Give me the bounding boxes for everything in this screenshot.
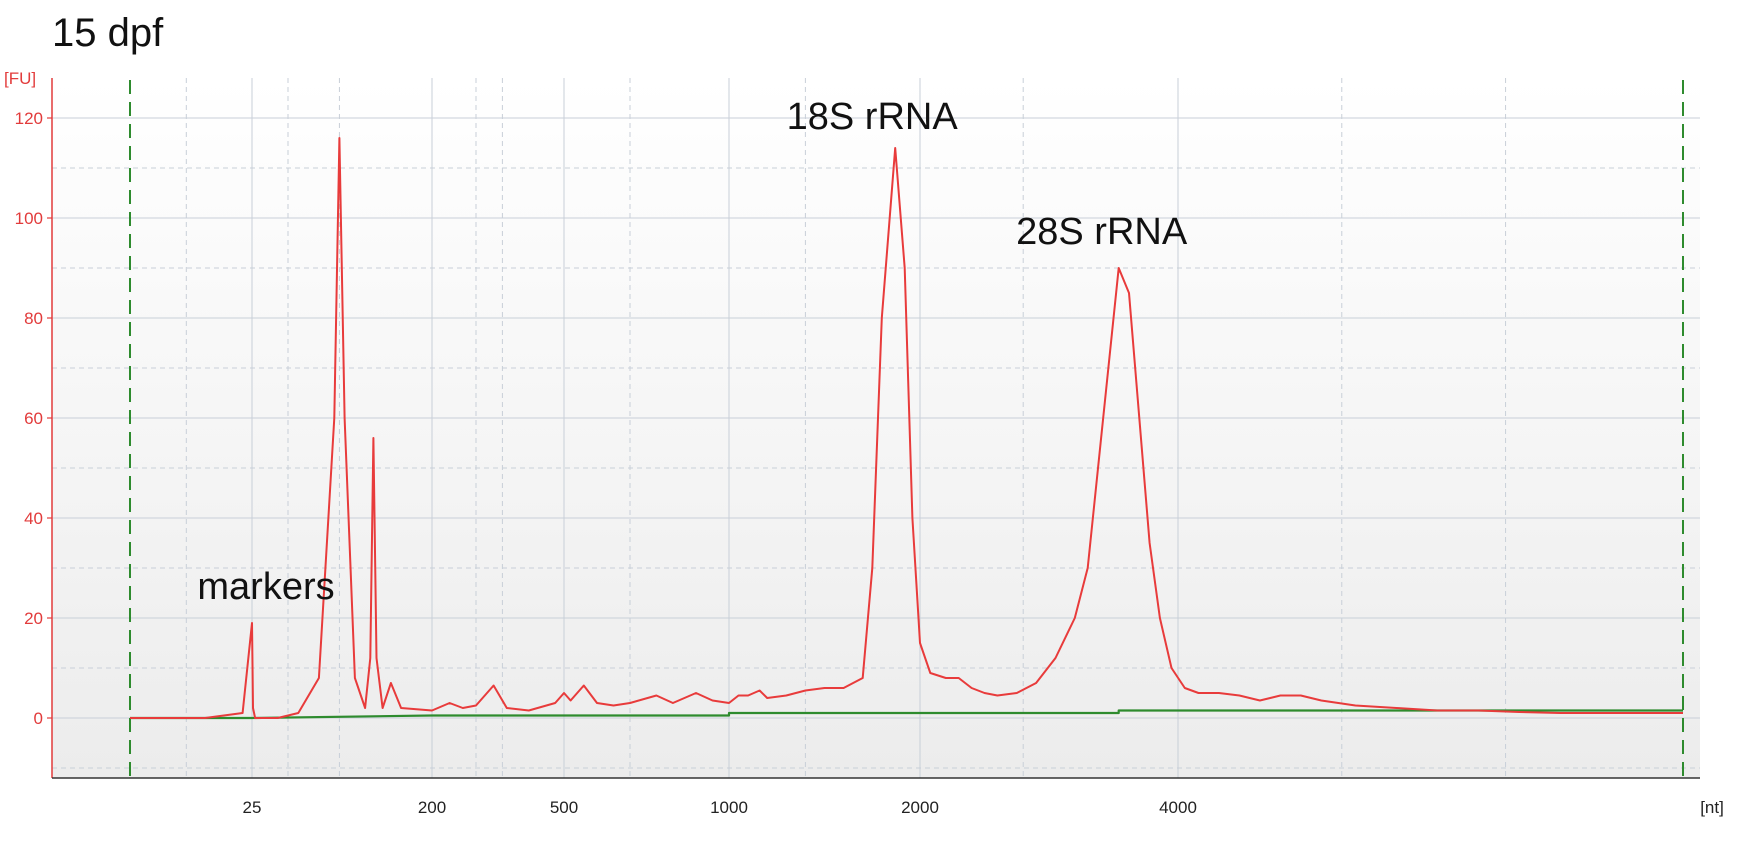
chart-title: 15 dpf (52, 11, 164, 55)
x-tick-label: 500 (550, 798, 578, 817)
peak-annotation: markers (197, 566, 334, 608)
y-tick-label: 20 (24, 609, 43, 628)
plot-background (52, 78, 1700, 778)
peak-annotation: 18S rRNA (787, 96, 959, 138)
x-tick-label: 200 (418, 798, 446, 817)
x-tick-label: 4000 (1159, 798, 1197, 817)
y-tick-label: 100 (15, 209, 43, 228)
plot-area: 0 20 40 60 80 100 120 [FU] 25 200 500 1000 2000 4000 [… (4, 69, 1724, 817)
y-tick-label: 0 (34, 709, 43, 728)
x-tick-label: 1000 (710, 798, 748, 817)
trace-line-red (130, 137, 1683, 719)
y-tick-label: 40 (24, 509, 43, 528)
peak-annotation: 28S rRNA (1016, 211, 1188, 253)
x-axis-unit-label: [nt] (1700, 798, 1724, 817)
y-tick-label: 60 (24, 409, 43, 428)
y-tick-label: 120 (15, 109, 43, 128)
y-tick-label: 80 (24, 309, 43, 328)
y-axis-unit-label: [FU] (4, 69, 36, 88)
x-tick-label: 25 (243, 798, 262, 817)
x-tick-label: 2000 (901, 798, 939, 817)
